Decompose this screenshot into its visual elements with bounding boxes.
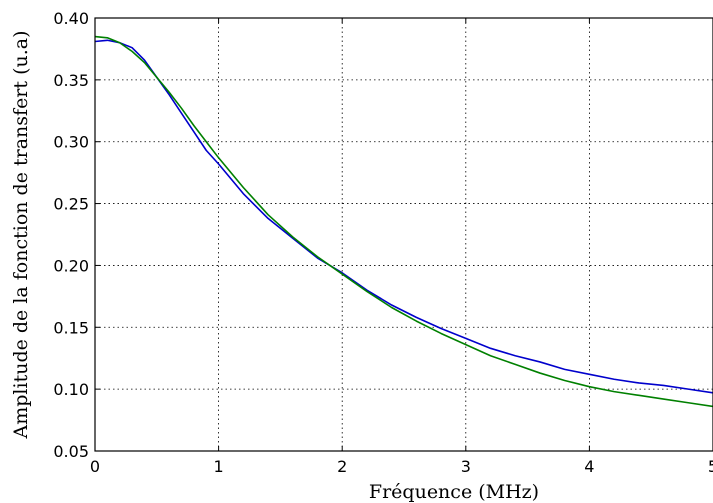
x-tick-label: 2: [337, 457, 347, 476]
y-tick-label: 0.25: [53, 195, 89, 214]
y-tick-label: 0.10: [53, 380, 89, 399]
series-line-1: [94, 39, 713, 394]
x-tick-label: 0: [90, 457, 100, 476]
x-tick-label: 4: [584, 457, 594, 476]
series-line-2: [94, 35, 713, 408]
ticks: 0 1 2 3 4 5 0.05 0.10 0.15 0.20 0.25 0.30 0.35 0.40: [53, 9, 713, 476]
y-tick-label: 0.20: [53, 256, 89, 275]
x-tick-label: 5: [708, 457, 713, 476]
plot-frame: [94, 17, 713, 452]
series-layer: [94, 35, 713, 408]
y-axis-label: Amplitude de la fonction de transfert (u…: [10, 31, 32, 440]
y-tick-label: 0.05: [53, 442, 89, 461]
x-tick-label: 3: [461, 457, 471, 476]
x-axis-label: Fréquence (MHz): [369, 481, 539, 503]
y-tick-label: 0.15: [53, 318, 89, 337]
y-tick-label: 0.35: [53, 71, 89, 90]
x-tick-label: 1: [214, 457, 224, 476]
y-tick-label: 0.30: [53, 133, 89, 152]
y-tick-label: 0.40: [53, 9, 89, 28]
grid: [95, 18, 713, 451]
